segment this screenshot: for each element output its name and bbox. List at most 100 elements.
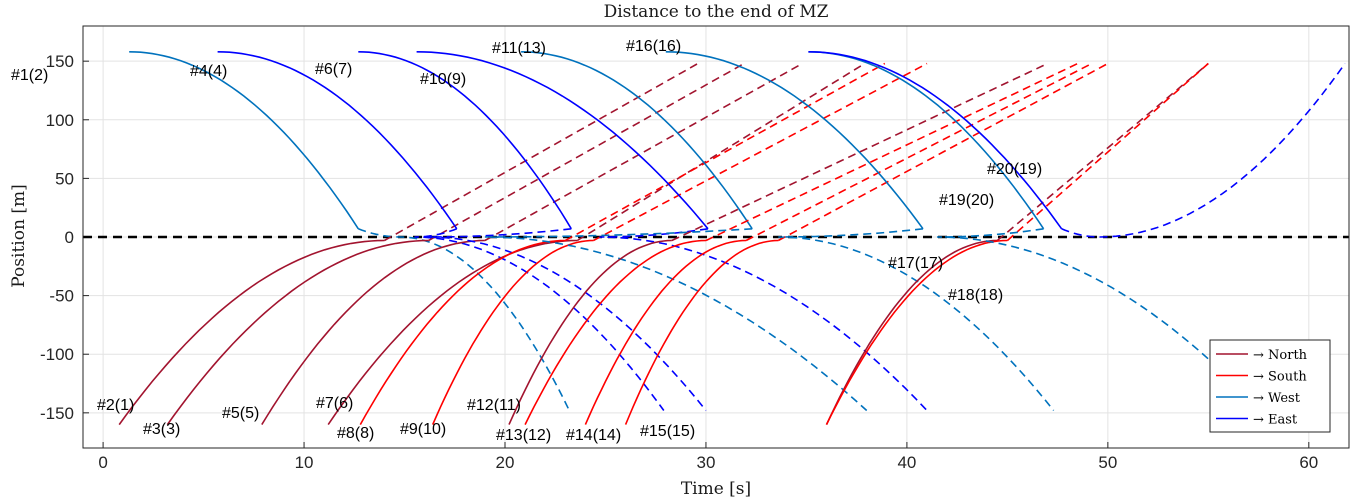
vehicle-trajectory [217,51,665,411]
vehicle-trajectory [825,62,1209,425]
trajectory-solid [808,51,1045,230]
vehicle-label: #12(11) [467,397,521,414]
trajectory-dashed [484,228,868,412]
trajectory-solid [825,239,998,425]
y-tick-label: 50 [55,169,74,188]
x-tick-label: 60 [1299,453,1318,472]
trajectory-solid [327,239,578,426]
vehicle-label: #3(3) [143,421,180,438]
vehicle-label: #6(7) [315,61,352,78]
x-tick-label: 50 [1098,453,1117,472]
y-tick-label: -150 [40,404,74,423]
y-tick-label: 100 [46,111,74,130]
trajectory-solid [584,239,747,425]
trajectory-solid [129,51,359,230]
trajectory-solid [261,239,485,426]
trajectory-solid [665,51,924,230]
legend-entry: → South [1253,370,1307,385]
y-tick-label: 0 [65,228,74,247]
x-tick-label: 40 [897,453,916,472]
trajectory-dashed [777,62,1109,242]
vehicle-trajectory [624,62,1109,425]
trajectory-solid [508,239,672,425]
vehicle-label: #8(8) [337,425,374,442]
trajectory-dashed [778,228,1055,412]
vehicle-label: #2(1) [97,397,134,414]
trajectory-dashed [599,228,928,412]
vehicle-trajectory [665,51,1055,412]
trajectory-solid [431,239,594,425]
vehicle-label: #9(10) [400,421,446,438]
trajectory-dashed [358,228,571,411]
trajectory-dashed [484,62,803,242]
x-tick-label: 10 [295,453,314,472]
chart-title: Distance to the end of MZ [604,2,829,22]
vehicle-label: #20(19) [987,161,1042,178]
vehicle-label: #14(14) [566,427,621,444]
vehicle-label: #11(13) [492,40,546,57]
trajectory-dashed [576,62,866,242]
trajectory-solid [416,51,709,230]
x-tick-label: 20 [496,453,515,472]
y-tick-label: -50 [49,287,74,306]
trajectory-solid [624,239,779,425]
trajectory-solid [118,239,385,426]
trajectory-solid [825,239,1008,425]
trajectory-dashed [414,228,665,411]
vehicle-trajectory [484,51,868,412]
vehicle-trajectory [327,62,866,426]
trajectory-dashed [428,62,745,242]
vehicle-trajectory [129,51,571,411]
y-tick-label: 150 [46,52,74,71]
vehicle-trajectory [358,51,707,412]
vehicle-label: #13(12) [496,427,551,444]
trajectory-dashed [593,62,928,242]
x-axis-label: Time [s] [681,479,751,499]
vehicle-labels: #1(2) #2(1) #3(3) #4(4) #5(5) #6(7) #7(6) #8(8)… [11,38,1042,444]
trajectory-dashed [705,62,1079,242]
vehicle-label: #4(4) [190,63,227,80]
vehicle-label: #7(6) [316,395,353,412]
legend-box [1209,339,1331,433]
vehicle-label: #17(17) [888,255,943,272]
vehicle-label: #10(9) [420,71,466,88]
vehicle-trajectory [825,62,1209,425]
plot-area [83,51,1349,426]
vehicle-trajectory [584,62,1093,425]
trajectory-solid [217,51,458,230]
vehicle-label: #15(15) [640,423,695,440]
axis-ticks: 0 10 20 30 40 50 60 -150 -100 -50 0 50 100 150 [40,52,1318,472]
vehicle-trajectory [118,62,699,426]
trajectory-dashed [936,228,1229,379]
vehicle-trajectory [508,62,1048,425]
vehicle-trajectory [431,62,928,425]
vehicle-trajectory [166,62,745,426]
trajectory-dashed [384,62,699,242]
trajectory-dashed [1006,62,1209,242]
x-tick-label: 30 [696,453,715,472]
trajectory-solid [521,51,753,230]
trajectory-solid [524,239,707,425]
trajectory-solid [358,51,572,230]
vehicle-label: #19(20) [939,192,994,209]
trajectory-dashed [671,62,1048,242]
y-tick-label: -100 [40,345,74,364]
trajectory-solid [166,239,429,426]
x-tick-label: 0 [98,453,107,472]
axes-box [82,25,1350,449]
legend-entry: → East [1253,413,1298,428]
vehicle-trajectory [416,51,928,412]
vehicle-label: #16(16) [626,38,681,55]
trajectory-dashed [564,62,886,242]
trajectory-dashed [996,62,1209,242]
y-axis-label: Position [m] [9,184,29,287]
vehicle-trajectory [808,51,1346,238]
trajectory-solid [359,239,566,425]
trajectory-dashed [428,228,707,412]
trajectory-dashed [1061,63,1346,238]
vehicle-label: #5(5) [222,405,259,422]
trajectory-solid [808,51,1063,230]
legend-entry: → North [1253,348,1308,363]
legend-entry: → West [1253,391,1301,406]
